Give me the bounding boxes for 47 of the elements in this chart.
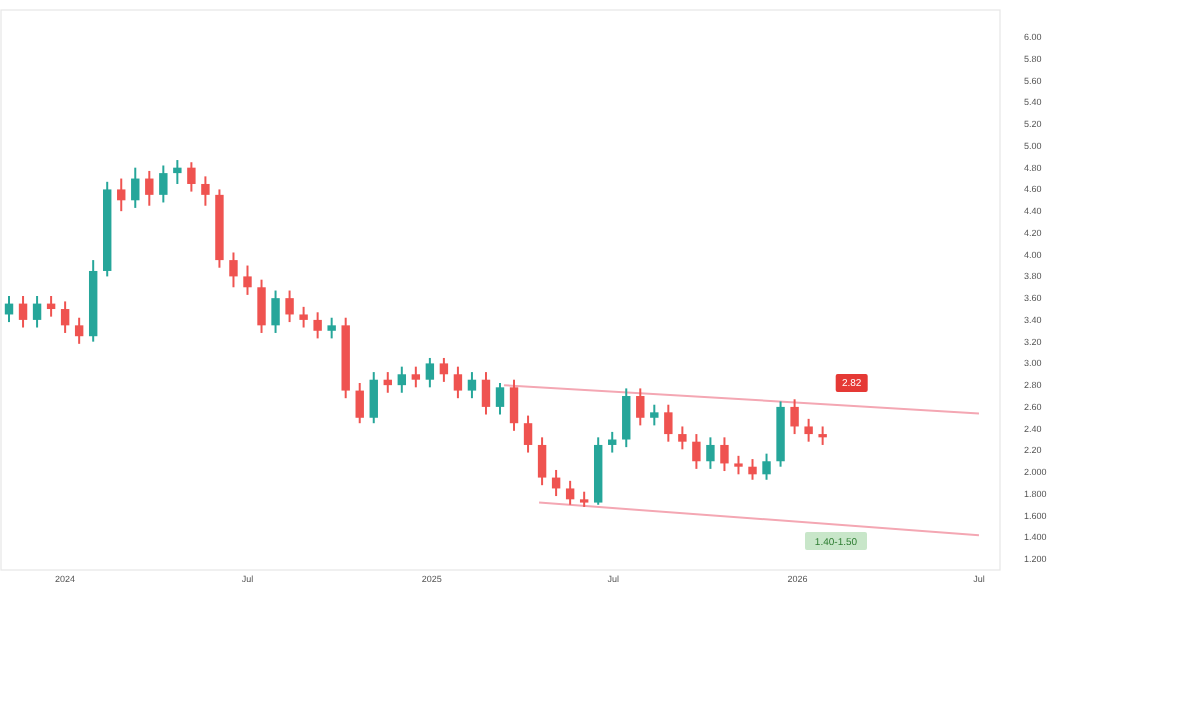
candlestick bbox=[664, 403, 673, 443]
candlestick bbox=[692, 433, 701, 470]
candlestick bbox=[187, 161, 196, 193]
candlestick bbox=[32, 294, 42, 329]
candlestick bbox=[257, 278, 266, 334]
candlestick bbox=[650, 403, 659, 427]
candlestick bbox=[369, 371, 378, 425]
candlestick bbox=[299, 305, 308, 329]
candlestick bbox=[243, 264, 252, 296]
candlestick bbox=[439, 356, 449, 383]
candlestick bbox=[818, 425, 827, 446]
candlestick bbox=[537, 436, 547, 487]
candlestick bbox=[145, 169, 154, 207]
candlestick bbox=[678, 425, 687, 451]
candlestick bbox=[313, 311, 322, 340]
candlestick bbox=[229, 251, 238, 289]
candlestick bbox=[790, 398, 799, 436]
candlestick bbox=[706, 436, 715, 470]
candlestick bbox=[748, 458, 757, 481]
candlestick bbox=[271, 289, 280, 334]
candlestick bbox=[481, 371, 491, 416]
candlestick bbox=[411, 365, 421, 389]
candlestick bbox=[762, 452, 771, 481]
candlestick bbox=[467, 371, 477, 400]
candlestick bbox=[18, 294, 28, 329]
candlestick bbox=[327, 316, 336, 340]
candlestick bbox=[117, 177, 126, 213]
candlestick bbox=[734, 454, 743, 476]
candlestick bbox=[159, 164, 168, 204]
candlestick bbox=[636, 387, 645, 427]
candlestick bbox=[509, 378, 519, 432]
candlestick bbox=[74, 316, 84, 345]
candlestick bbox=[131, 166, 140, 209]
candlestick bbox=[201, 175, 210, 207]
candlestick bbox=[720, 436, 729, 473]
candlestick bbox=[60, 300, 70, 334]
candlestick bbox=[173, 159, 182, 185]
candlestick bbox=[495, 381, 505, 416]
candlestick bbox=[622, 387, 631, 449]
candlestick bbox=[355, 381, 364, 425]
candlestick bbox=[425, 356, 435, 389]
candlestick bbox=[397, 365, 407, 394]
candlestick bbox=[565, 479, 575, 506]
candlestick bbox=[804, 417, 813, 443]
candlestick bbox=[453, 365, 463, 400]
candlestick bbox=[523, 414, 533, 454]
candlestick bbox=[285, 289, 294, 324]
